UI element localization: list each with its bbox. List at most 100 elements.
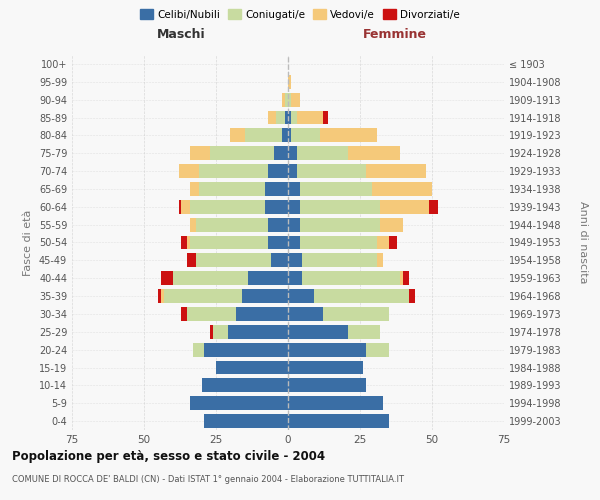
Bar bbox=[277, 110, 285, 124]
Bar bbox=[349, 146, 400, 160]
Bar bbox=[196, 254, 271, 268]
Bar bbox=[179, 164, 199, 178]
Bar bbox=[227, 325, 288, 339]
Bar bbox=[299, 200, 380, 214]
Bar bbox=[296, 146, 349, 160]
Bar bbox=[193, 342, 205, 356]
Bar bbox=[288, 110, 291, 124]
Text: Femmine: Femmine bbox=[362, 28, 427, 40]
Y-axis label: Anni di nascita: Anni di nascita bbox=[578, 201, 588, 284]
Bar bbox=[265, 200, 288, 214]
Legend: Celibi/Nubili, Coniugati/e, Vedovi/e, Divorziati/e: Celibi/Nubili, Coniugati/e, Vedovi/e, Di… bbox=[136, 5, 464, 24]
Bar bbox=[288, 307, 323, 321]
Bar bbox=[299, 236, 377, 250]
Bar bbox=[187, 236, 190, 250]
Bar bbox=[268, 236, 288, 250]
Bar bbox=[288, 289, 314, 303]
Bar bbox=[288, 75, 291, 89]
Bar bbox=[205, 414, 288, 428]
Bar bbox=[429, 200, 438, 214]
Bar bbox=[181, 307, 187, 321]
Bar bbox=[164, 289, 242, 303]
Bar bbox=[210, 146, 274, 160]
Bar bbox=[248, 271, 288, 285]
Bar bbox=[288, 271, 302, 285]
Bar bbox=[323, 307, 389, 321]
Bar bbox=[210, 325, 213, 339]
Bar bbox=[299, 182, 371, 196]
Bar bbox=[288, 92, 291, 106]
Bar bbox=[288, 182, 299, 196]
Bar bbox=[181, 236, 187, 250]
Bar bbox=[268, 110, 277, 124]
Bar bbox=[236, 307, 288, 321]
Bar bbox=[400, 271, 403, 285]
Bar bbox=[282, 128, 288, 142]
Bar bbox=[173, 271, 248, 285]
Bar bbox=[202, 378, 288, 392]
Bar bbox=[187, 307, 236, 321]
Bar bbox=[380, 218, 403, 232]
Bar bbox=[377, 236, 389, 250]
Bar bbox=[282, 92, 285, 106]
Bar bbox=[288, 325, 349, 339]
Bar bbox=[288, 128, 291, 142]
Bar bbox=[288, 254, 302, 268]
Bar bbox=[181, 200, 190, 214]
Bar bbox=[196, 218, 268, 232]
Bar bbox=[285, 110, 288, 124]
Bar bbox=[199, 182, 265, 196]
Bar bbox=[371, 182, 432, 196]
Bar bbox=[288, 146, 296, 160]
Bar bbox=[291, 128, 320, 142]
Bar bbox=[288, 360, 363, 374]
Text: COMUNE DI ROCCA DE' BALDI (CN) - Dati ISTAT 1° gennaio 2004 - Elaborazione TUTTI: COMUNE DI ROCCA DE' BALDI (CN) - Dati IS… bbox=[12, 475, 404, 484]
Bar bbox=[161, 271, 173, 285]
Bar bbox=[158, 289, 161, 303]
Bar bbox=[190, 182, 199, 196]
Bar bbox=[199, 164, 268, 178]
Bar bbox=[268, 164, 288, 178]
Bar bbox=[179, 200, 181, 214]
Bar bbox=[190, 146, 210, 160]
Bar bbox=[349, 325, 380, 339]
Bar bbox=[403, 271, 409, 285]
Text: Maschi: Maschi bbox=[157, 28, 206, 40]
Bar bbox=[245, 128, 282, 142]
Bar bbox=[296, 164, 366, 178]
Bar bbox=[288, 414, 389, 428]
Bar bbox=[314, 289, 409, 303]
Bar bbox=[190, 236, 268, 250]
Bar bbox=[288, 396, 383, 410]
Bar bbox=[291, 92, 299, 106]
Bar bbox=[190, 200, 265, 214]
Bar bbox=[265, 182, 288, 196]
Bar bbox=[271, 254, 288, 268]
Bar bbox=[288, 218, 299, 232]
Y-axis label: Fasce di età: Fasce di età bbox=[23, 210, 33, 276]
Bar bbox=[302, 254, 377, 268]
Bar bbox=[323, 110, 328, 124]
Bar bbox=[389, 236, 397, 250]
Bar bbox=[380, 200, 429, 214]
Bar bbox=[366, 164, 426, 178]
Bar bbox=[274, 146, 288, 160]
Bar bbox=[366, 342, 389, 356]
Bar bbox=[213, 325, 227, 339]
Bar bbox=[291, 110, 296, 124]
Bar bbox=[377, 254, 383, 268]
Bar bbox=[242, 289, 288, 303]
Bar bbox=[285, 92, 288, 106]
Bar bbox=[288, 164, 296, 178]
Bar bbox=[216, 360, 288, 374]
Bar bbox=[409, 289, 415, 303]
Bar bbox=[288, 378, 366, 392]
Bar bbox=[288, 342, 366, 356]
Bar bbox=[268, 218, 288, 232]
Text: Popolazione per età, sesso e stato civile - 2004: Popolazione per età, sesso e stato civil… bbox=[12, 450, 325, 463]
Bar bbox=[288, 236, 299, 250]
Bar bbox=[161, 289, 164, 303]
Bar bbox=[320, 128, 377, 142]
Bar bbox=[296, 110, 323, 124]
Bar bbox=[299, 218, 380, 232]
